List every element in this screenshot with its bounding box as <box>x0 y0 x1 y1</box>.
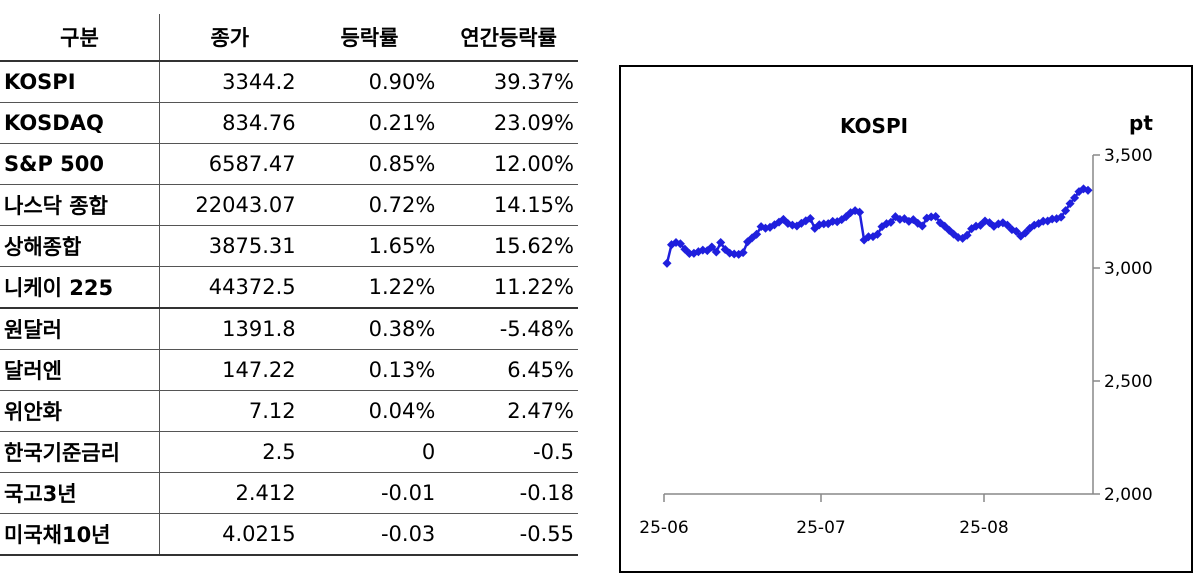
data-point <box>752 229 762 239</box>
row-annual-change: -0.18 <box>439 472 578 514</box>
table-row: 국고3년 2.412 -0.01 -0.18 <box>0 472 578 514</box>
data-point <box>1083 185 1093 195</box>
row-name: KOSDAQ <box>0 102 160 144</box>
table-header-row: 구분 종가 등락률 연간등락률 <box>0 14 578 62</box>
table-row: 니케이 225 44372.5 1.22% 11.22% <box>0 266 578 309</box>
data-point <box>662 258 672 268</box>
row-name: 상해종합 <box>0 225 160 267</box>
x-tick-label: 25-07 <box>796 518 845 538</box>
kospi-chart: KOSPI pt 2,000 2,500 3,000 3,500 25-06 25-07… <box>619 65 1193 573</box>
table-row: 원달러 1391.8 0.38% -5.48% <box>0 307 578 350</box>
table-body: KOSPI 3344.2 0.90% 39.37% KOSDAQ 834.76 0.21% 2… <box>0 61 578 556</box>
row-change: 1.22% <box>299 266 440 309</box>
chart-title: KOSPI <box>840 114 908 138</box>
row-change: 0.72% <box>299 184 440 226</box>
kospi-series-points <box>662 184 1093 268</box>
data-point <box>855 207 865 217</box>
row-name: 한국기준금리 <box>0 431 160 473</box>
row-annual-change: 6.45% <box>439 349 578 391</box>
y-tick-label: 3,500 <box>1104 146 1153 166</box>
row-change: 0.13% <box>299 349 440 391</box>
chart-svg: KOSPI pt 2,000 2,500 3,000 3,500 25-06 25-07… <box>639 111 1153 538</box>
row-name: 미국채10년 <box>0 513 160 556</box>
row-close: 147.22 <box>159 349 300 391</box>
table-row: KOSDAQ 834.76 0.21% 23.09% <box>0 102 578 144</box>
row-name: KOSPI <box>0 61 160 103</box>
row-name: 원달러 <box>0 307 160 350</box>
row-close: 2.5 <box>159 431 300 473</box>
row-name: 달러엔 <box>0 349 160 391</box>
y-tick-label: 2,000 <box>1104 485 1153 505</box>
row-close: 1391.8 <box>159 307 300 350</box>
row-close: 22043.07 <box>159 184 300 226</box>
row-annual-change: -0.5 <box>439 431 578 473</box>
row-close: 4.0215 <box>159 513 300 556</box>
table-row: 나스닥 종합 22043.07 0.72% 14.15% <box>0 184 578 226</box>
row-annual-change: 23.09% <box>439 102 578 144</box>
row-annual-change: 15.62% <box>439 225 578 267</box>
data-point <box>886 217 896 227</box>
header-category: 구분 <box>0 14 160 62</box>
row-change: 1.65% <box>299 225 440 267</box>
row-name: 위안화 <box>0 390 160 432</box>
table-row: 상해종합 3875.31 1.65% 15.62% <box>0 225 578 267</box>
table-row: KOSPI 3344.2 0.90% 39.37% <box>0 61 578 103</box>
table-row: 한국기준금리 2.5 0 -0.5 <box>0 431 578 473</box>
y-ticks: 2,000 2,500 3,000 3,500 <box>1093 146 1153 505</box>
row-annual-change: 39.37% <box>439 61 578 103</box>
row-change: 0.38% <box>299 307 440 350</box>
row-annual-change: -5.48% <box>439 307 578 350</box>
row-annual-change: 11.22% <box>439 266 578 309</box>
row-close: 7.12 <box>159 390 300 432</box>
y-tick-label: 2,500 <box>1104 372 1153 392</box>
row-name: 국고3년 <box>0 472 160 514</box>
row-name: 나스닥 종합 <box>0 184 160 226</box>
header-change: 등락률 <box>299 14 440 62</box>
y-tick-label: 3,000 <box>1104 259 1153 279</box>
row-change: 0.04% <box>299 390 440 432</box>
row-close: 6587.47 <box>159 143 300 185</box>
x-tick-label: 25-08 <box>959 518 1008 538</box>
row-annual-change: -0.55 <box>439 513 578 556</box>
header-annual-change: 연간등락률 <box>439 14 578 62</box>
data-point <box>962 230 972 240</box>
row-change: 0.21% <box>299 102 440 144</box>
row-close: 3875.31 <box>159 225 300 267</box>
table-row: S&P 500 6587.47 0.85% 12.00% <box>0 143 578 185</box>
row-change: 0 <box>299 431 440 473</box>
table-row: 달러엔 147.22 0.13% 6.45% <box>0 349 578 391</box>
row-change: -0.01 <box>299 472 440 514</box>
market-table: 구분 종가 등락률 연간등락률 KOSPI 3344.2 0.90% 39.37% KO… <box>0 14 578 556</box>
row-close: 834.76 <box>159 102 300 144</box>
y-axis-label: pt <box>1129 111 1153 135</box>
row-annual-change: 2.47% <box>439 390 578 432</box>
row-close: 44372.5 <box>159 266 300 309</box>
row-change: -0.03 <box>299 513 440 556</box>
table-row: 위안화 7.12 0.04% 2.47% <box>0 390 578 432</box>
x-ticks: 25-06 25-07 25-08 <box>639 494 1009 538</box>
row-annual-change: 14.15% <box>439 184 578 226</box>
row-change: 0.90% <box>299 61 440 103</box>
row-close: 3344.2 <box>159 61 300 103</box>
table-row: 미국채10년 4.0215 -0.03 -0.55 <box>0 513 578 556</box>
data-point <box>738 248 748 258</box>
header-close: 종가 <box>159 14 300 62</box>
x-tick-label: 25-06 <box>639 518 688 538</box>
row-annual-change: 12.00% <box>439 143 578 185</box>
row-change: 0.85% <box>299 143 440 185</box>
row-name: S&P 500 <box>0 143 160 185</box>
row-close: 2.412 <box>159 472 300 514</box>
data-point <box>675 239 685 249</box>
row-name: 니케이 225 <box>0 266 160 309</box>
